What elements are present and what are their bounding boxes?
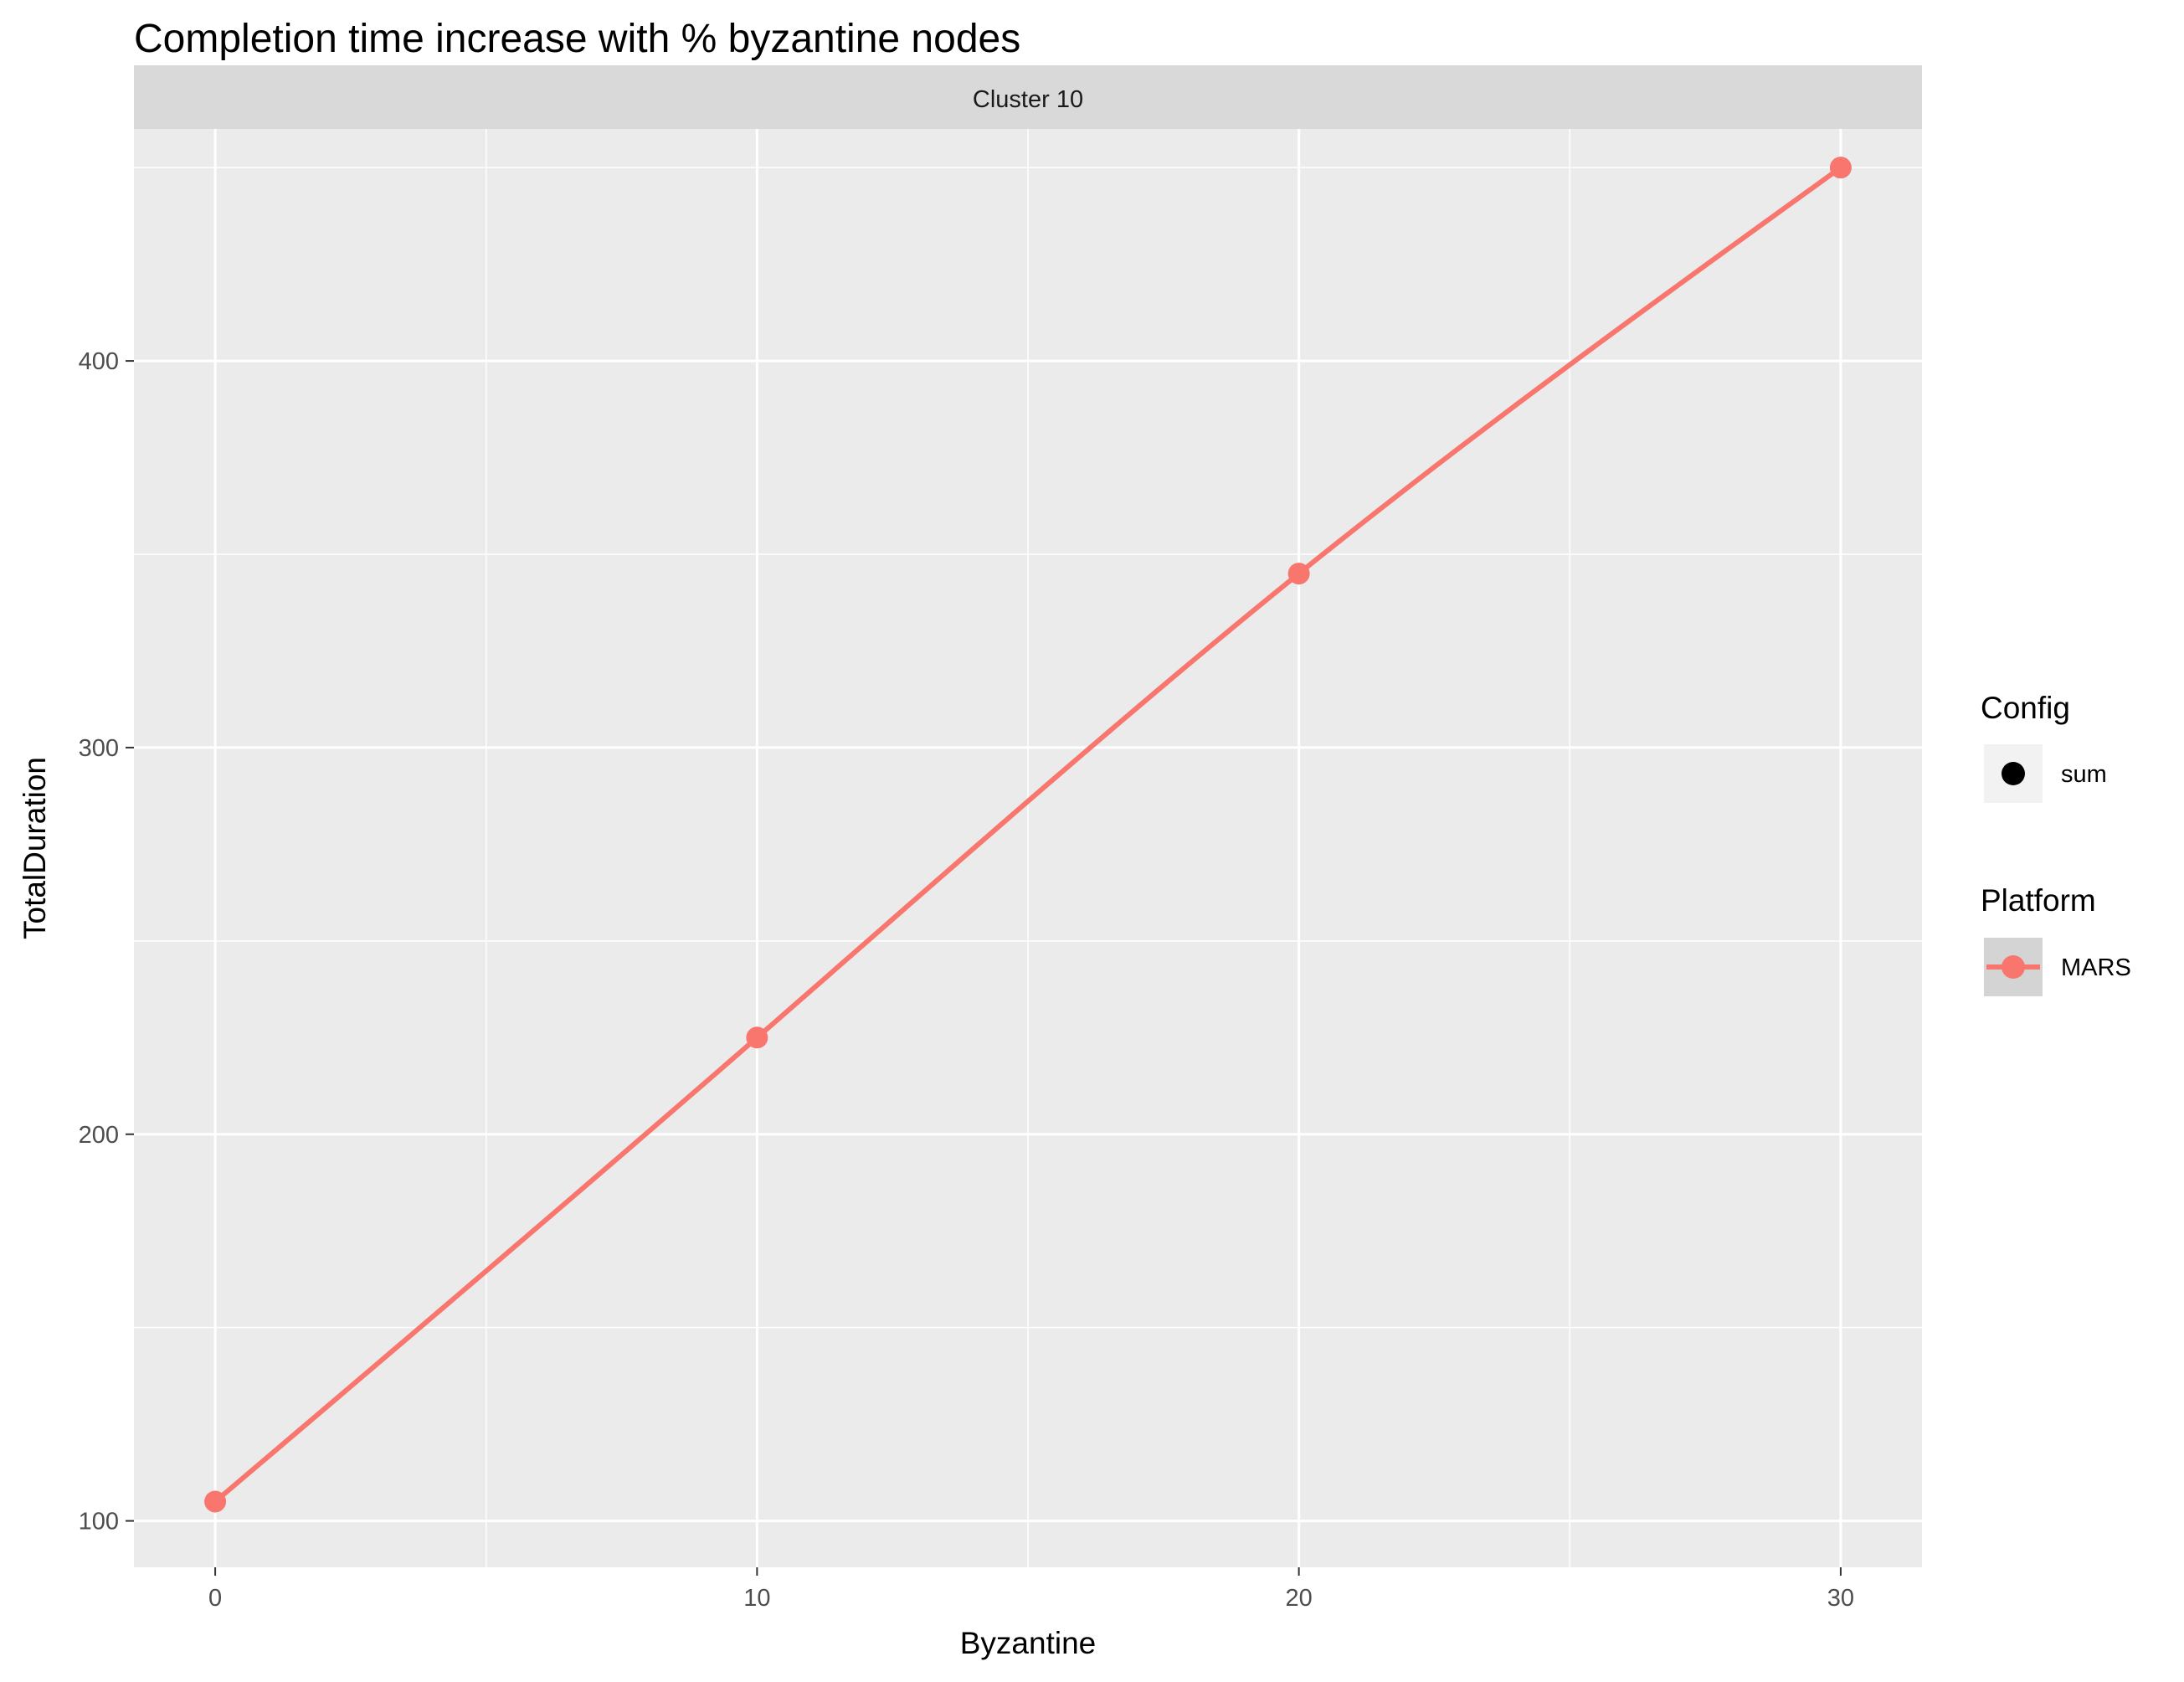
x-tick-label: 10 — [743, 1585, 770, 1612]
data-point — [746, 1026, 768, 1049]
legend: Config sum Platform MARS — [1981, 691, 2131, 996]
major-gridlines — [134, 129, 1922, 1567]
facet-strip — [134, 65, 1922, 129]
x-tick-label: 20 — [1286, 1585, 1313, 1612]
y-axis-title: TotalDuration — [18, 757, 52, 939]
data-point — [1287, 563, 1310, 585]
series-layer — [204, 157, 1852, 1513]
facet-label: Cluster 10 — [973, 86, 1083, 113]
y-tick-label: 300 — [79, 735, 119, 762]
y-tick-label: 100 — [79, 1509, 119, 1535]
minor-gridlines — [134, 129, 1922, 1567]
legend-label-sum: sum — [2061, 761, 2107, 788]
series-line-mars — [213, 165, 1843, 1505]
x-tick-label: 30 — [1827, 1585, 1854, 1612]
legend-title-platform: Platform — [1981, 883, 2096, 918]
chart-title: Completion time increase with % byzantin… — [134, 17, 1020, 61]
y-tick-label: 400 — [79, 348, 119, 375]
x-axis-title: Byzantine — [960, 1626, 1097, 1660]
data-point — [204, 1490, 227, 1513]
legend-title-config: Config — [1981, 691, 2070, 725]
y-axis: 100 200 300 400 — [79, 348, 134, 1535]
x-axis: 0 10 20 30 — [208, 1567, 1854, 1612]
x-tick-label: 0 — [208, 1585, 222, 1612]
legend-label-mars: MARS — [2061, 954, 2131, 981]
data-point — [1829, 157, 1852, 179]
y-tick-label: 200 — [79, 1122, 119, 1149]
legend-point-sum — [2002, 762, 2025, 785]
legend-point-mars — [2002, 955, 2025, 979]
